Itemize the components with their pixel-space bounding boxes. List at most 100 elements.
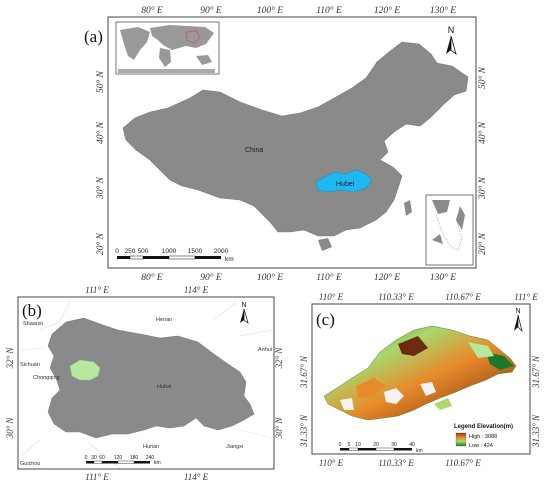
scale-value: 500 (138, 248, 149, 255)
tick-label: 114° E (184, 472, 209, 482)
tick-label: 32° N (274, 347, 284, 370)
tick-label: 32° N (5, 347, 15, 370)
legend-title: Legend Elevation(m) (454, 424, 513, 430)
tick-label: 110° E (316, 272, 342, 283)
tick-label: 30° N (5, 417, 15, 440)
tick-label: 40° N (95, 121, 106, 144)
tick-label: 50° N (477, 66, 488, 89)
province-borders (19, 299, 273, 469)
scale-value: 250 (125, 248, 136, 255)
panel-a-left-ticks: 50° N 40° N 30° N 20° N (95, 70, 106, 255)
hubei-province (315, 169, 373, 193)
tick-label: 31.33° N (299, 414, 309, 448)
tick-label: 110.67° E (445, 292, 481, 302)
place-label: Chongqing (33, 375, 60, 381)
tick-label: 100° E (257, 5, 283, 16)
north-label: N (241, 302, 246, 309)
tick-label: 130° E (430, 5, 456, 16)
panel-a-scale-bar: 0 250 500 1000 1500 2000 km (115, 248, 233, 263)
study-area (69, 359, 101, 381)
scale-value: 5 (348, 442, 351, 448)
scale-value: 60 (99, 455, 105, 461)
hubei-province-detail (47, 317, 255, 439)
tick-label: 110.33° E (378, 292, 414, 302)
scale-value: 30 (91, 455, 97, 461)
tick-label: 100° E (257, 272, 283, 283)
scale-value: 120 (114, 455, 123, 461)
tick-label: 120° E (374, 5, 400, 16)
tick-label: 114° E (184, 285, 209, 295)
place-label: Sichuan (20, 362, 40, 368)
north-arrow-icon: N (240, 302, 249, 324)
scale-value: 0 (85, 455, 88, 461)
tick-label: 31.67° N (531, 355, 541, 389)
scale-value: 1000 (162, 248, 177, 255)
scale-unit: km (416, 448, 423, 454)
place-label: Henan (156, 317, 172, 323)
place-label: Jiangxi (226, 444, 243, 450)
scale-value: 240 (146, 455, 155, 461)
tick-label: 130° E (430, 272, 456, 283)
place-label: Hubei (157, 384, 171, 390)
legend-low: Low : 424 (469, 443, 493, 449)
panel-a: 80° E 90° E 100° E 110° E 120° E 130° E … (84, 5, 488, 283)
north-arrow-icon: N (514, 308, 523, 333)
tick-label: 120° E (374, 272, 400, 283)
scale-value: 30 (391, 442, 397, 448)
panel-c-scale-bar: 0 5 10 20 30 40 km (339, 442, 423, 454)
tick-label: 110° E (316, 5, 342, 16)
scale-value: 20 (373, 442, 379, 448)
tick-label: 110.33° E (378, 458, 414, 468)
south-china-sea-inset (425, 194, 474, 266)
scale-value: 40 (409, 442, 415, 448)
scale-unit: km (225, 256, 234, 263)
panel-c: 110° E 110.33° E 110.67° E 111° E 110° E… (299, 292, 541, 468)
scale-value: 0 (115, 248, 119, 255)
elevation-legend: Legend Elevation(m) High : 3088 Low : 42… (454, 424, 513, 449)
scale-value: 10 (355, 442, 361, 448)
north-label: N (448, 25, 455, 35)
tick-label: 50° N (95, 70, 106, 93)
scale-unit: km (154, 460, 161, 466)
elevation-map (323, 325, 517, 421)
tick-label: 30° N (95, 176, 106, 200)
panel-a-top-ticks: 80° E 90° E 100° E 110° E 120° E 130° E (141, 5, 456, 16)
tick-label: 80° E (141, 272, 163, 283)
place-label: Hunan (143, 444, 159, 450)
tick-label: 111° E (514, 292, 538, 302)
place-label: Guizhou (20, 461, 41, 467)
china-landmass (122, 41, 469, 237)
tick-label: 40° N (477, 121, 488, 144)
tick-label: 90° E (200, 5, 222, 16)
country-label: China (245, 147, 263, 154)
tick-label: 110.67° E (445, 458, 481, 468)
legend-color-ramp (455, 432, 467, 447)
tick-label: 111° E (85, 472, 109, 482)
tick-label: 20° N (95, 232, 106, 255)
panel-b: 111° E 114° E 111° E 114° E 32° N 30° N … (5, 285, 284, 482)
taiwan-island (404, 200, 412, 216)
place-label: Shaanxi (23, 321, 43, 327)
tick-label: 90° E (200, 272, 222, 283)
scale-value: 2000 (214, 248, 229, 255)
scale-value: 1500 (188, 248, 203, 255)
place-label: Anhui (258, 347, 272, 353)
scale-value: 180 (130, 455, 139, 461)
tick-label: 30° N (274, 417, 284, 440)
tick-label: 20° N (477, 232, 488, 255)
legend-high: High : 3088 (469, 434, 497, 440)
world-inset (115, 21, 220, 75)
tick-label: 110° E (319, 292, 344, 302)
panel-c-label: (c) (316, 310, 335, 329)
tick-label: 31.33° N (531, 414, 541, 448)
panel-a-label: (a) (84, 27, 103, 46)
hainan-island (318, 238, 332, 251)
tick-label: 31.67° N (299, 355, 309, 389)
panel-a-bottom-ticks: 80° E 90° E 100° E 110° E 120° E 130° E (141, 272, 456, 283)
north-arrow-icon: N (446, 25, 457, 56)
tick-label: 110° E (319, 458, 344, 468)
north-label: N (515, 308, 520, 315)
scale-value: 0 (339, 442, 342, 448)
tick-label: 30° N (477, 176, 488, 200)
